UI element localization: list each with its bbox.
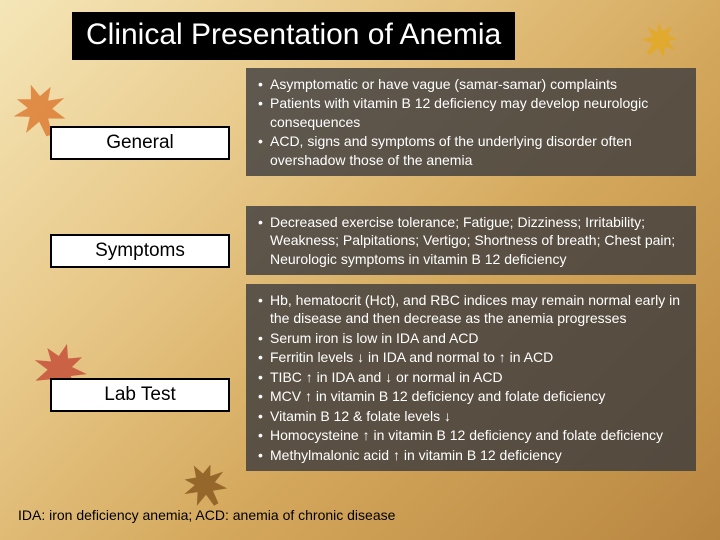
category-symptoms: Symptoms [50, 234, 230, 268]
category-labtest: Lab Test [50, 378, 230, 412]
list-item: ACD, signs and symptoms of the underlyin… [258, 132, 686, 169]
maple-leaf-icon [632, 12, 688, 68]
list-item: Hb, hematocrit (Hct), and RBC indices ma… [258, 291, 686, 328]
list-item: Asymptomatic or have vague (samar-samar)… [258, 75, 686, 93]
symptoms-list: Decreased exercise tolerance; Fatigue; D… [258, 213, 686, 268]
list-item: MCV ↑ in vitamin B 12 deficiency and fol… [258, 387, 686, 405]
slide-title: Clinical Presentation of Anemia [72, 12, 515, 60]
list-item: Homocysteine ↑ in vitamin B 12 deficienc… [258, 426, 686, 444]
list-item: Patients with vitamin B 12 deficiency ma… [258, 94, 686, 131]
panel-general: Asymptomatic or have vague (samar-samar)… [246, 68, 696, 176]
panel-labtest: Hb, hematocrit (Hct), and RBC indices ma… [246, 284, 696, 471]
labtest-list: Hb, hematocrit (Hct), and RBC indices ma… [258, 291, 686, 464]
list-item: Vitamin B 12 & folate levels ↓ [258, 407, 686, 425]
panel-symptoms: Decreased exercise tolerance; Fatigue; D… [246, 206, 696, 275]
list-item: TIBC ↑ in IDA and ↓ or normal in ACD [258, 368, 686, 386]
category-general: General [50, 126, 230, 160]
footnote-abbreviations: IDA: iron deficiency anemia; ACD: anemia… [18, 506, 395, 524]
list-item: Decreased exercise tolerance; Fatigue; D… [258, 213, 686, 268]
list-item: Ferritin levels ↓ in IDA and normal to ↑… [258, 348, 686, 366]
list-item: Serum iron is low in IDA and ACD [258, 329, 686, 347]
general-list: Asymptomatic or have vague (samar-samar)… [258, 75, 686, 169]
list-item: Methylmalonic acid ↑ in vitamin B 12 def… [258, 446, 686, 464]
